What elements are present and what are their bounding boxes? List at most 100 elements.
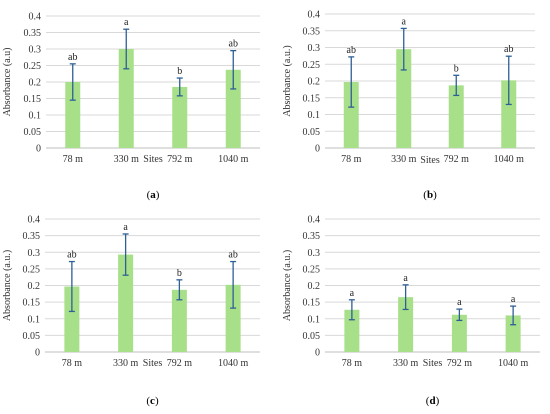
y-tick-label: 0.15 [24,94,42,105]
chart-panel-a: 0 0.05 0.1 0.15 0.2 0.25 0.3 0.35 0.4 ab 78 m a 330 … [2,12,260,201]
significance-label: a [511,294,516,305]
panel-letter: (d) [426,395,440,407]
x-tick-label: 792 m [167,358,193,369]
y-axis-title: Absorbance (a.u.) [2,250,13,321]
x-axis-title: Sites [423,358,443,369]
chart-panel-c: 0 0.05 0.1 0.15 0.2 0.25 0.3 0.35 0.4 ab 78 m a 330 … [2,215,260,407]
bar [448,85,464,148]
significance-label: a [457,297,462,308]
bar [396,49,412,148]
panel-letter: (b) [423,189,437,201]
y-axis-title: Absorbance (a.u.) [282,45,293,116]
x-tick-label: 78 m [62,358,83,369]
y-tick-label: 0.1 [308,314,321,325]
y-tick-label: 0 [315,144,320,155]
significance-label: ab [347,45,356,56]
y-tick-label: 0.2 [28,281,41,292]
bar [65,82,81,148]
bar [343,82,359,148]
y-tick-label: 0.1 [28,314,41,325]
x-tick-label: 330 m [393,358,419,369]
x-tick-label: 792 m [167,154,193,165]
x-tick-label: 330 m [391,154,417,165]
panel-letter: (c) [146,395,159,407]
y-tick-label: 0.2 [29,78,42,89]
x-tick-label: 792 m [447,358,473,369]
y-tick-label: 0.35 [24,28,42,39]
x-tick-label: 1040 m [498,358,529,369]
x-tick-label: 792 m [444,154,470,165]
bar [171,289,187,352]
bar [225,284,241,352]
significance-label: ab [504,44,513,55]
bar [225,69,241,148]
y-tick-label: 0.35 [303,231,321,242]
y-tick-label: 0.15 [303,298,321,309]
y-axis-title: Absorbance (a.u.) [282,250,293,321]
x-tick-label: 78 m [341,154,362,165]
y-tick-label: 0.25 [23,264,41,275]
y-tick-label: 0.4 [308,10,321,21]
y-tick-label: 0.05 [303,127,321,138]
significance-label: ab [228,250,237,261]
panel-letter: (a) [147,189,160,201]
y-tick-label: 0.1 [29,111,42,122]
y-tick-label: 0.3 [308,248,321,259]
y-axis-title: Absorbance (a.u) [2,48,13,117]
y-tick-label: 0 [35,348,40,359]
x-tick-label: 330 m [113,358,139,369]
x-axis-title: Sites [143,154,163,165]
significance-label: ab [67,250,76,261]
x-tick-label: 330 m [114,154,140,165]
y-tick-label: 0.4 [28,215,41,226]
significance-label: a [124,17,129,28]
bar [64,286,80,352]
y-tick-label: 0.05 [303,331,321,342]
y-tick-label: 0.4 [29,12,42,23]
y-tick-label: 0.3 [28,248,41,259]
x-axis-title: Sites [420,155,440,166]
y-tick-label: 0.3 [308,43,321,54]
significance-label: b [454,63,459,74]
significance-label: a [350,288,355,299]
y-tick-label: 0.15 [23,298,41,309]
y-tick-label: 0 [36,144,41,155]
bar [398,297,414,352]
y-tick-label: 0.05 [24,127,42,138]
chart-panel-b: 0 0.05 0.1 0.15 0.2 0.25 0.3 0.35 0.4 ab 78 m a 330 … [282,10,535,201]
y-tick-label: 0.35 [23,231,41,242]
x-tick-label: 78 m [342,358,363,369]
x-tick-label: 1040 m [494,154,525,165]
y-tick-label: 0.2 [308,77,321,88]
y-tick-label: 0.05 [23,331,41,342]
bar [172,86,188,148]
bar [118,49,134,148]
significance-label: a [123,222,128,233]
y-tick-label: 0.25 [24,61,42,72]
y-tick-label: 0.25 [303,264,321,275]
significance-label: a [402,16,407,27]
bar [505,315,521,352]
y-tick-label: 0.1 [308,110,321,121]
x-axis-title: Sites [143,358,163,369]
bar [451,314,467,352]
bar [118,254,134,352]
chart-panel-d: 0 0.05 0.1 0.15 0.2 0.25 0.3 0.35 0.4 a 78 m a 330 m… [282,215,540,407]
significance-label: a [403,273,408,284]
x-tick-label: 1040 m [218,358,249,369]
y-tick-label: 0.35 [303,26,321,37]
bar [501,80,517,148]
y-tick-label: 0 [315,348,320,359]
y-tick-label: 0.2 [308,281,321,292]
significance-label: b [177,66,182,77]
significance-label: ab [229,39,238,50]
significance-label: b [177,268,182,279]
y-tick-label: 0.3 [29,45,42,56]
y-tick-label: 0.15 [303,93,321,104]
x-tick-label: 78 m [63,154,84,165]
bar [344,309,360,352]
x-tick-label: 1040 m [218,154,249,165]
significance-label: ab [68,52,77,63]
y-tick-label: 0.4 [308,215,321,226]
